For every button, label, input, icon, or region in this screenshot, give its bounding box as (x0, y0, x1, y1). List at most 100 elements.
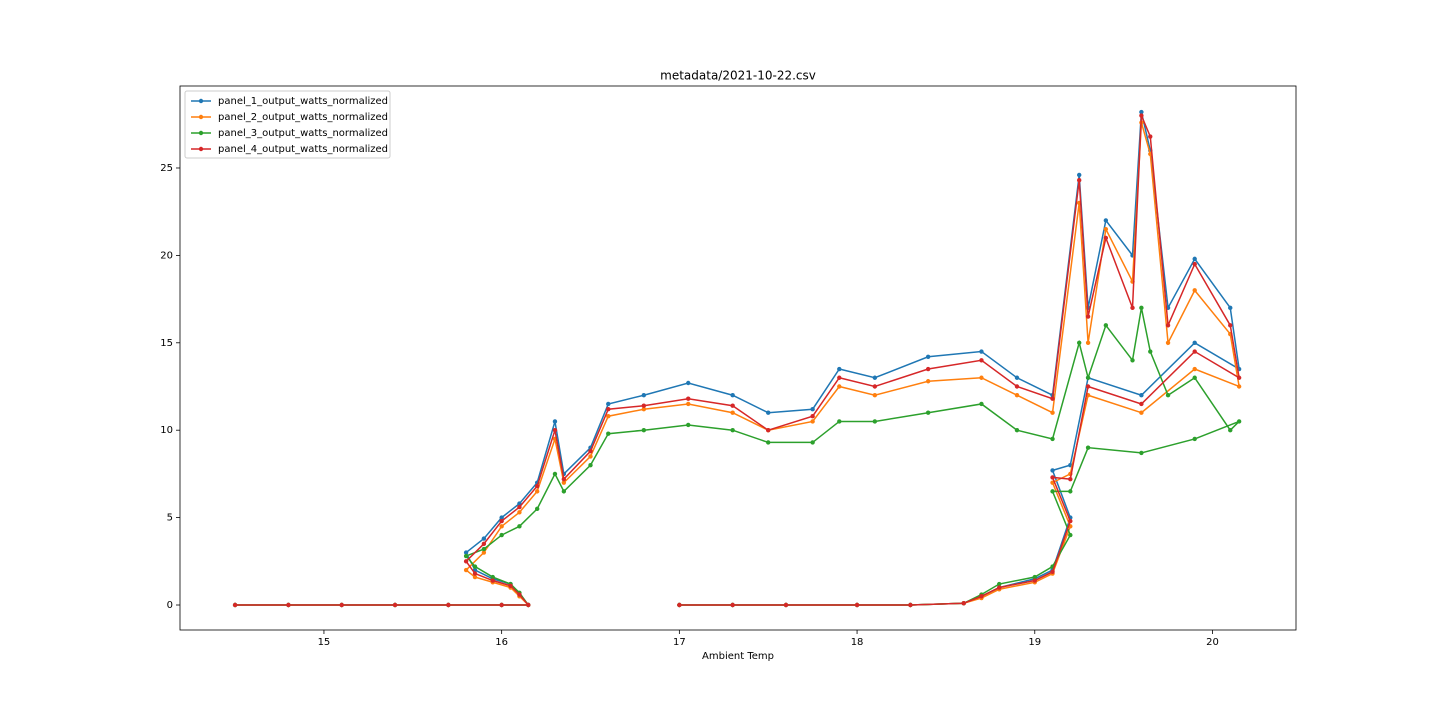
series-line (235, 122, 1241, 606)
data-point (463, 550, 469, 555)
data-point (1192, 261, 1197, 267)
legend-marker (198, 130, 204, 136)
data-point (286, 602, 291, 608)
data-point (499, 532, 504, 538)
x-tick-label: 19 (1028, 637, 1041, 648)
data-point (872, 393, 878, 398)
data-point (997, 585, 1002, 590)
data-point (1085, 340, 1091, 345)
data-point (641, 407, 647, 412)
data-point (997, 581, 1002, 587)
data-point (1192, 436, 1197, 442)
data-point (1050, 468, 1055, 473)
data-point (641, 427, 647, 433)
data-point (606, 414, 611, 419)
data-point (1068, 476, 1073, 482)
data-point (606, 431, 611, 436)
data-point (499, 518, 504, 524)
legend-label: panel_2_output_watts_normalized (218, 112, 388, 123)
data-point (1192, 256, 1197, 262)
data-point (837, 366, 842, 372)
data-point (1103, 226, 1109, 232)
data-point (499, 524, 504, 529)
data-point (1103, 218, 1109, 223)
data-point (908, 602, 913, 608)
data-point (1085, 445, 1091, 450)
data-point (606, 401, 611, 407)
data-point (854, 602, 860, 608)
data-point (1014, 384, 1020, 389)
data-point (517, 524, 522, 529)
data-point (1050, 396, 1055, 401)
data-point (766, 440, 771, 445)
data-point (472, 571, 478, 576)
data-point (490, 578, 495, 583)
data-point (463, 559, 469, 564)
data-point (686, 401, 691, 407)
x-tick-label: 18 (851, 637, 864, 648)
y-tick-label: 25 (160, 163, 173, 174)
y-tick-label: 0 (167, 600, 173, 611)
data-point (872, 375, 878, 380)
data-point (1068, 489, 1073, 494)
data-point (1032, 574, 1037, 580)
data-point (1192, 349, 1197, 354)
legend-label: panel_1_output_watts_normalized (218, 96, 388, 107)
data-point (534, 506, 540, 512)
data-point (686, 422, 691, 428)
data-point (925, 366, 931, 372)
data-point (1165, 323, 1171, 328)
data-point (463, 553, 469, 559)
data-point (1103, 235, 1109, 241)
data-point (1032, 578, 1037, 583)
data-point (1130, 305, 1135, 311)
axes-frame (179, 85, 1297, 631)
data-point (979, 594, 984, 599)
data-point (961, 601, 966, 606)
data-point (810, 414, 815, 419)
data-point (1228, 427, 1233, 433)
data-point (1139, 401, 1144, 407)
x-tick-label: 15 (318, 637, 331, 648)
data-point (925, 410, 931, 415)
data-point (1139, 305, 1144, 311)
data-point (472, 564, 478, 569)
data-point (730, 393, 735, 398)
data-point (517, 504, 522, 510)
data-point (641, 393, 647, 398)
data-point (766, 427, 771, 433)
data-point (979, 401, 984, 407)
data-point (1068, 532, 1073, 538)
data-point (1236, 419, 1242, 424)
data-point (1050, 569, 1055, 574)
data-point (1085, 375, 1091, 380)
data-point (561, 489, 567, 494)
x-tick-label: 16 (495, 637, 508, 648)
data-point (1139, 393, 1144, 398)
data-point (730, 602, 735, 608)
data-point (534, 483, 540, 489)
data-point (472, 574, 478, 580)
data-point (552, 471, 558, 477)
data-point (481, 550, 487, 555)
data-point (686, 396, 691, 401)
data-point (588, 448, 593, 454)
data-point (481, 541, 487, 547)
legend-box (184, 90, 391, 159)
data-point (561, 480, 567, 485)
data-point (526, 602, 531, 608)
data-point (499, 602, 504, 608)
data-point (1014, 427, 1020, 433)
data-point (730, 403, 735, 408)
legend-label: panel_3_output_watts_normalized (218, 128, 388, 139)
data-point (810, 440, 815, 445)
data-point (534, 489, 540, 494)
data-point (552, 419, 558, 424)
data-point (1148, 349, 1153, 354)
data-point (1139, 109, 1144, 115)
data-point (1014, 375, 1020, 380)
data-point (1014, 393, 1020, 398)
legend-label: panel_4_output_watts_normalized (218, 144, 388, 155)
data-point (1228, 305, 1233, 311)
